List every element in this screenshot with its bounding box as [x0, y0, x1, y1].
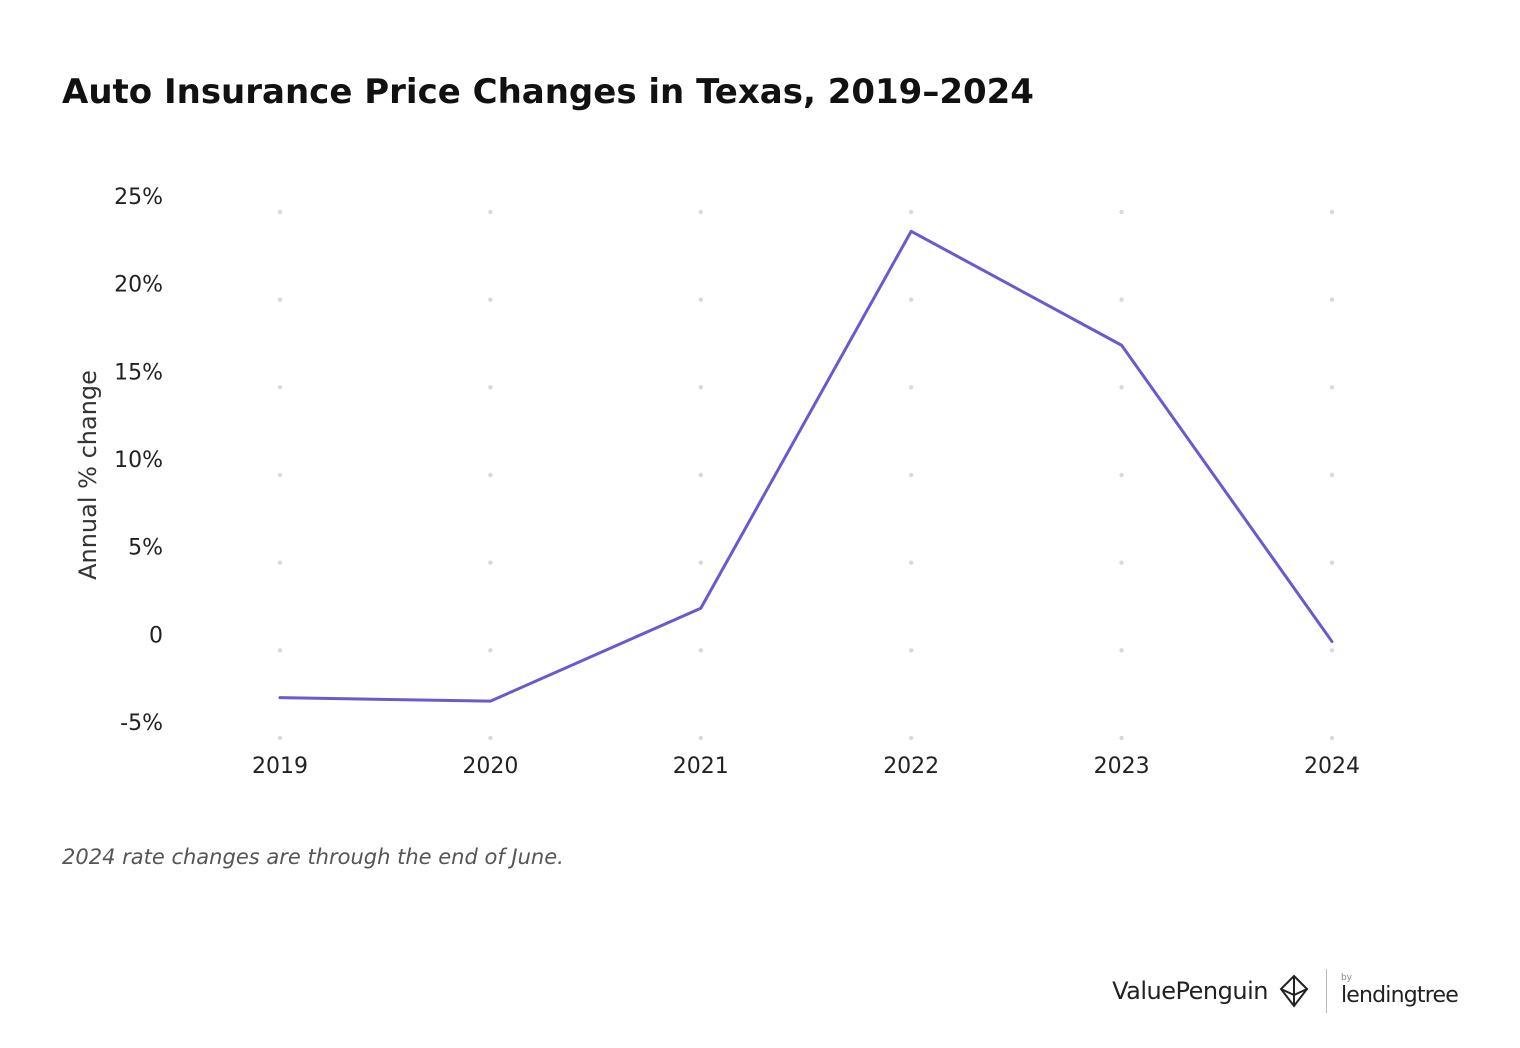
grid-dot: [277, 385, 283, 390]
grid-dot: [909, 560, 914, 565]
y-tick-label: 20%: [114, 273, 163, 298]
y-tick-label: -5%: [120, 711, 163, 736]
x-tick-label: 2021: [673, 754, 729, 779]
grid-dots: [277, 209, 1335, 741]
x-tick-labels: 2019 2020 2021 2022 2023 2024: [252, 754, 1360, 779]
grid-dot: [277, 735, 283, 741]
grid-dot: [1119, 648, 1124, 653]
grid-dot: [698, 735, 703, 741]
grid-dot: [1329, 209, 1335, 215]
grid-dot: [1329, 735, 1335, 741]
grid-dot: [277, 297, 283, 302]
grid-dot: [488, 648, 493, 653]
grid-dot: [277, 209, 283, 215]
grid-dot: [698, 472, 703, 478]
grid-dot: [488, 209, 493, 215]
y-tick-label: 15%: [114, 360, 163, 385]
grid-dot: [1329, 472, 1335, 478]
x-tick-label: 2019: [252, 754, 308, 779]
grid-dot: [277, 648, 283, 653]
series-line-layer: [278, 229, 1334, 703]
grid-dot: [909, 472, 914, 478]
brand-logos: ValuePenguin by lendingtree: [1112, 966, 1459, 1016]
y-tick-labels: 25% 20% 15% 10% 5% 0 -5%: [114, 185, 163, 736]
grid-dot: [1119, 385, 1124, 390]
series-line: [278, 229, 1334, 703]
grid-dot: [488, 560, 493, 565]
grid-dot: [1119, 472, 1124, 478]
penguin-logo-icon: [1276, 973, 1312, 1009]
grid-dot: [1329, 385, 1335, 390]
y-tick-label: 25%: [114, 185, 163, 210]
grid-dot: [488, 472, 493, 478]
valuepenguin-logo-text: ValuePenguin: [1112, 977, 1268, 1005]
chart-title: Auto Insurance Price Changes in Texas, 2…: [62, 72, 1034, 112]
grid-dot: [698, 209, 703, 215]
grid-dot: [1119, 735, 1124, 741]
grid-dot: [488, 385, 493, 390]
lendingtree-logo-text: lendingtree: [1340, 983, 1459, 1008]
grid-dot: [909, 735, 914, 741]
grid-dot: [488, 735, 493, 741]
x-tick-label: 2023: [1094, 754, 1150, 779]
grid-dot: [698, 297, 703, 302]
grid-dot: [1119, 560, 1124, 565]
lendingtree-by-text: by: [1340, 973, 1352, 983]
grid-dot: [1119, 297, 1124, 302]
grid-dot: [909, 209, 914, 215]
grid-dot: [909, 648, 914, 653]
grid-dot: [1329, 648, 1335, 653]
grid-dot: [1119, 209, 1124, 215]
grid-dot: [277, 560, 283, 565]
grid-dot: [909, 385, 914, 390]
grid-dot: [698, 648, 703, 653]
grid-dot: [1329, 297, 1335, 302]
y-tick-label: 10%: [114, 448, 163, 473]
lendingtree-logo: by lendingtree: [1340, 973, 1459, 1009]
x-tick-label: 2024: [1304, 754, 1360, 779]
grid-dot: [488, 297, 493, 302]
grid-dot: [698, 560, 703, 565]
footnote: 2024 rate changes are through the end of…: [62, 845, 564, 869]
brand-divider: [1325, 969, 1327, 1013]
y-tick-label: 5%: [128, 536, 163, 561]
grid-dot: [277, 472, 283, 478]
grid-dot: [909, 297, 914, 302]
y-axis-label: Annual % change: [74, 370, 102, 580]
grid-dot: [1329, 560, 1335, 565]
grid-dot: [698, 385, 703, 390]
x-tick-label: 2020: [462, 754, 518, 779]
x-tick-label: 2022: [883, 754, 939, 779]
y-tick-label: 0: [149, 623, 163, 648]
